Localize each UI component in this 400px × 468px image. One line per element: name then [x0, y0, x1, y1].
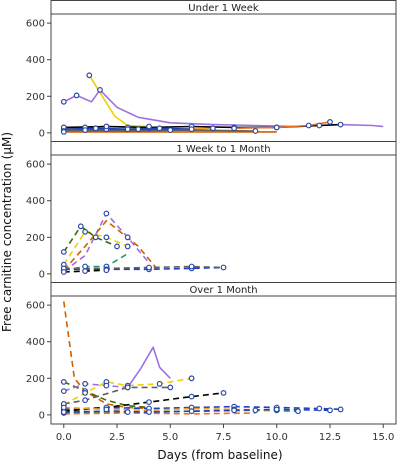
data-point	[125, 385, 130, 390]
x-tick-label: 7.5	[216, 432, 232, 443]
y-tick-label: 0	[39, 128, 45, 139]
data-point	[147, 400, 152, 405]
data-point	[104, 124, 109, 129]
panel-1: Under 1 Week 0 200 400 600	[26, 1, 396, 143]
data-point	[62, 250, 67, 255]
data-point	[232, 126, 237, 131]
data-point	[189, 394, 194, 399]
data-point	[221, 265, 226, 270]
data-point	[317, 123, 322, 128]
data-point	[221, 391, 226, 396]
data-point	[338, 407, 343, 412]
data-point	[157, 382, 162, 387]
data-point	[147, 265, 152, 270]
data-point	[338, 122, 343, 127]
y-tick-label: 600	[26, 160, 45, 171]
panel-strip-label: Over 1 Month	[189, 285, 257, 296]
data-point	[104, 383, 109, 388]
y-tick-label: 400	[26, 55, 45, 66]
data-point	[74, 93, 79, 98]
panel-strip-label: 1 Week to 1 Month	[176, 144, 270, 155]
panel-strip-label: Under 1 Week	[188, 3, 259, 14]
data-point	[328, 408, 333, 413]
y-tick-label: 400	[26, 196, 45, 207]
panel-frame	[51, 296, 396, 424]
x-tick-label: 5.0	[162, 432, 178, 443]
data-point	[211, 126, 216, 131]
data-point	[189, 264, 194, 269]
x-axis: 0.0 2.5 5.0 7.5 10.0 12.5 15.0	[56, 424, 395, 443]
data-point	[93, 235, 98, 240]
data-point	[168, 128, 173, 133]
data-point	[306, 123, 311, 128]
data-point	[62, 389, 67, 394]
y-tick-label: 200	[26, 374, 45, 385]
data-point	[62, 130, 67, 135]
panel-3: Over 1 Month 0 200 400 600	[26, 283, 396, 425]
data-point	[83, 269, 88, 274]
data-point	[104, 211, 109, 216]
panels-layer: Under 1 Week 0 200 400 600 1 Week to 1 Month 0…	[26, 1, 396, 425]
panel-2: 1 Week to 1 Month 0 200 400 600	[26, 142, 396, 284]
panel-frame	[51, 155, 396, 283]
data-point	[104, 407, 109, 412]
data-point	[136, 127, 141, 132]
x-axis-title: Days (from baseline)	[157, 448, 282, 462]
data-point	[189, 409, 194, 414]
data-point	[98, 88, 103, 93]
x-tick-label: 2.5	[109, 432, 125, 443]
x-tick-label: 12.5	[319, 432, 341, 443]
data-point	[189, 376, 194, 381]
data-point	[125, 235, 130, 240]
data-point	[83, 230, 88, 235]
data-point	[125, 244, 130, 249]
data-point	[83, 264, 88, 269]
data-point	[274, 407, 279, 412]
y-tick-label: 200	[26, 233, 45, 244]
data-point	[87, 73, 92, 78]
panel-frame	[51, 14, 396, 142]
data-point	[115, 244, 120, 249]
data-point	[253, 408, 258, 413]
data-point	[79, 224, 84, 229]
y-tick-label: 400	[26, 337, 45, 348]
data-point	[168, 385, 173, 390]
data-point	[104, 268, 109, 273]
data-point	[93, 126, 98, 131]
y-tick-label: 200	[26, 92, 45, 103]
data-point	[253, 129, 258, 134]
x-tick-label: 15.0	[372, 432, 394, 443]
data-point	[274, 125, 279, 130]
data-point	[125, 410, 130, 415]
data-point	[317, 406, 322, 411]
y-tick-label: 0	[39, 269, 45, 280]
data-point	[62, 410, 67, 415]
data-point	[83, 382, 88, 387]
data-point	[62, 270, 67, 275]
data-point	[104, 235, 109, 240]
data-point	[83, 128, 88, 133]
y-tick-label: 0	[39, 410, 45, 421]
data-point	[157, 126, 162, 131]
data-point	[83, 391, 88, 396]
data-point	[147, 410, 152, 415]
data-point	[62, 405, 67, 410]
data-point	[83, 398, 88, 403]
x-tick-label: 0.0	[56, 432, 72, 443]
data-point	[62, 380, 67, 385]
x-tick-label: 10.0	[266, 432, 288, 443]
data-point	[296, 409, 301, 414]
data-point	[232, 408, 237, 413]
data-point	[62, 100, 67, 105]
data-point	[189, 127, 194, 132]
y-axis-title: Free carnitine concentration (μM)	[0, 132, 14, 332]
y-tick-label: 600	[26, 301, 45, 312]
data-point	[328, 120, 333, 125]
data-point	[125, 127, 130, 132]
data-point	[147, 124, 152, 129]
y-tick-label: 600	[26, 19, 45, 30]
